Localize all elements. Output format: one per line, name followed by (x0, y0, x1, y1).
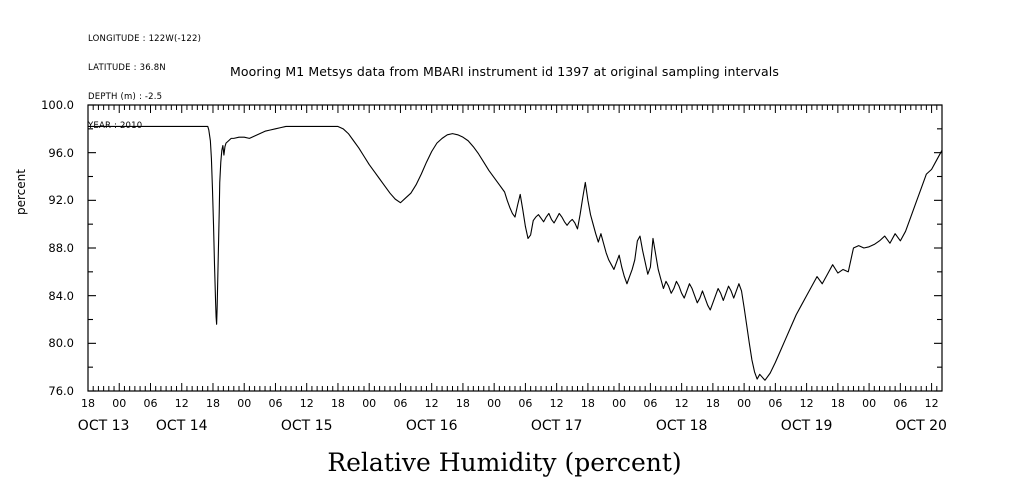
x-tick-hour-label: 18 (81, 397, 95, 410)
x-tick-hour-label: 06 (893, 397, 908, 410)
x-tick-hour-label: 00 (862, 397, 877, 410)
x-tick-hour-label: 06 (518, 397, 533, 410)
x-tick-hour-label: 06 (393, 397, 408, 410)
x-tick-hour-label: 18 (330, 397, 345, 410)
x-tick-hour-label: 06 (643, 397, 658, 410)
x-tick-day-label: OCT 13 (77, 418, 130, 434)
metadata-latitude: LATITUDE : 36.8N (88, 62, 166, 73)
x-tick-hour-label: 00 (737, 397, 752, 410)
x-tick-hour-label: 00 (237, 397, 252, 410)
x-tick-day-label: OCT 17 (530, 418, 583, 434)
x-tick-hour-label: 18 (205, 397, 220, 410)
x-tick-hour-label: 12 (299, 397, 314, 410)
x-tick-day-label: OCT 15 (280, 418, 333, 434)
x-tick-day-label: OCT 19 (780, 418, 833, 434)
y-tick-label: 96.0 (48, 145, 74, 160)
x-tick-hour-label: 06 (268, 397, 283, 410)
x-tick-hour-label: 12 (924, 397, 939, 410)
y-tick-label: 84.0 (48, 288, 74, 303)
metadata-block: LONGITUDE : 122W(-122) LATITUDE : 36.8N … (88, 16, 201, 141)
x-tick-hour-label: 00 (487, 397, 502, 410)
x-tick-day-label: OCT 14 (155, 418, 208, 434)
y-tick-label: 76.0 (48, 384, 74, 398)
metadata-depth: DEPTH (m) : -2.5 (88, 91, 163, 102)
y-tick-label: 92.0 (48, 193, 74, 208)
x-tick-day-label: OCT 20 (895, 418, 947, 434)
x-tick-hour-label: 18 (580, 397, 595, 410)
x-tick-hour-label: 00 (362, 397, 377, 410)
x-tick-day-label: OCT 18 (655, 418, 708, 434)
x-tick-hour-label: 12 (674, 397, 689, 410)
y-tick-label: 80.0 (48, 336, 74, 351)
x-tick-hour-label: 06 (768, 397, 783, 410)
x-tick-hour-label: 00 (112, 397, 127, 410)
x-tick-hour-label: 18 (830, 397, 845, 410)
y-tick-label: 88.0 (48, 241, 74, 255)
metadata-year: YEAR : 2010 (88, 120, 143, 131)
plot-frame (87, 104, 943, 392)
x-tick-hour-label: 06 (143, 397, 158, 410)
chart-title: Mooring M1 Metsys data from MBARI instru… (230, 64, 779, 79)
x-tick-hour-label: 12 (799, 397, 814, 410)
x-axis-title: Relative Humidity (percent) (327, 448, 682, 477)
x-tick-hour-label: 18 (455, 397, 470, 410)
y-tick-label: 100.0 (41, 98, 74, 112)
data-series-line-0 (87, 125, 943, 381)
x-tick-hour-label: 00 (612, 397, 627, 410)
x-tick-hour-label: 18 (705, 397, 720, 410)
x-tick-hour-label: 12 (549, 397, 564, 410)
x-tick-hour-label: 12 (174, 397, 189, 410)
metadata-longitude: LONGITUDE : 122W(-122) (88, 34, 202, 45)
x-tick-hour-label: 12 (424, 397, 439, 410)
x-tick-day-label: OCT 16 (405, 418, 458, 434)
